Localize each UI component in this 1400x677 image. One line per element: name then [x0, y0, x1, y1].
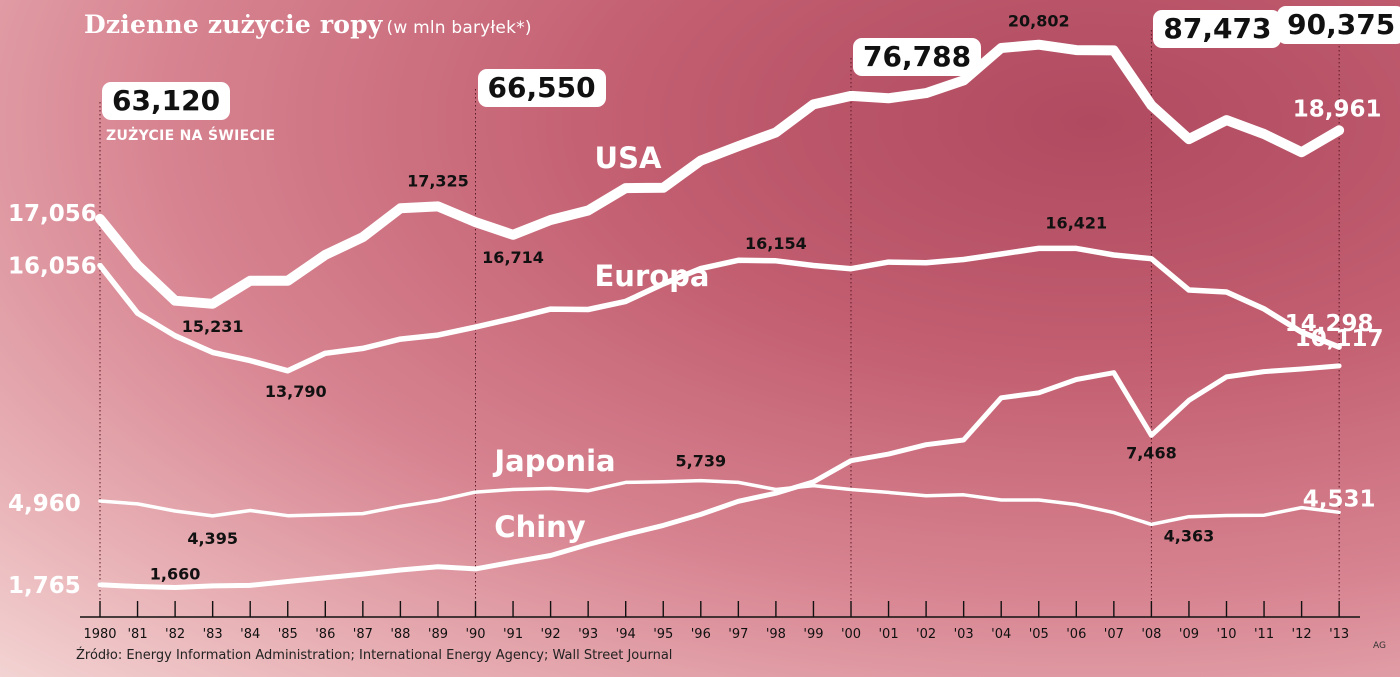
data-label-japonia: 4,363 — [1164, 527, 1215, 546]
data-label-chiny: 10,117 — [1295, 326, 1384, 352]
x-tick-label: '86 — [315, 627, 335, 642]
x-tick-label: '09 — [1179, 627, 1199, 642]
x-tick-label: 1980 — [83, 627, 116, 642]
data-label-europa: 14,298 — [1285, 311, 1374, 337]
x-tick-label: '04 — [991, 627, 1011, 642]
x-tick-label: '92 — [541, 627, 561, 642]
data-label-usa: 17,056 — [8, 201, 97, 227]
data-label-chiny: 1,660 — [150, 565, 201, 584]
data-label-japonia: 4,531 — [1303, 486, 1376, 512]
series-line-europa — [97, 245, 1342, 374]
x-axis: 1980 '81 '82 '83 '84 '85 '86 '87 '88 '89 '90 '91 '92… — [80, 601, 1360, 642]
series-names: USA Europa Japonia Chiny — [492, 141, 709, 544]
data-label-chiny: 1,765 — [8, 573, 81, 599]
x-tick-label: '81 — [127, 627, 147, 642]
series-name-europa: Europa — [594, 259, 709, 293]
chart-title: Dzienne zużycie ropy (w mln baryłek*) — [84, 10, 532, 39]
series-lines — [95, 39, 1345, 590]
world-consumption-box: 66,550 — [477, 69, 606, 107]
x-tick-label: '83 — [203, 627, 223, 642]
data-labels: 17,056 15,231 17,325 16,714 20,802 18,961 16,0… — [8, 12, 1384, 599]
x-tick-label: '88 — [390, 627, 410, 642]
source-note: Źródło: Energy Information Administratio… — [76, 648, 673, 663]
data-label-usa: 20,802 — [1008, 12, 1070, 31]
x-tick-label: '93 — [578, 627, 598, 642]
x-tick-label: '85 — [278, 627, 298, 642]
series-line-usa — [95, 39, 1345, 309]
x-tick-label: '10 — [1216, 627, 1236, 642]
data-label-europa: 13,790 — [265, 382, 327, 401]
world-consumption-box: 87,473 — [1153, 10, 1282, 48]
series-name-japonia: Japonia — [492, 444, 615, 478]
x-tick-label: '11 — [1254, 627, 1274, 642]
x-tick-label: '07 — [1104, 627, 1124, 642]
data-label-usa: 16,714 — [482, 248, 544, 267]
world-consumption-label: ZUŻYCIE NA ŚWIECIE — [106, 128, 276, 144]
data-label-usa: 15,231 — [182, 317, 244, 336]
x-tick-label: '05 — [1029, 627, 1049, 642]
data-label-japonia: 5,739 — [675, 452, 726, 471]
x-tick-label: '99 — [803, 627, 823, 642]
x-tick-label: '13 — [1329, 627, 1349, 642]
data-label-chiny: 7,468 — [1126, 443, 1177, 462]
world-consumption-box: 63,120 — [102, 82, 231, 120]
x-tick-label: '91 — [503, 627, 523, 642]
x-tick-label: '02 — [916, 627, 936, 642]
data-label-europa: 16,421 — [1045, 213, 1107, 232]
world-consumption-box: 76,788 — [853, 38, 982, 76]
x-tick-label: '82 — [165, 627, 185, 642]
world-consumption-box: 90,375 — [1277, 6, 1400, 44]
x-tick-label: '12 — [1292, 627, 1312, 642]
x-tick-label: '98 — [766, 627, 786, 642]
x-tick-label: '94 — [616, 627, 636, 642]
x-tick-label: '89 — [428, 627, 448, 642]
x-tick-label: '03 — [954, 627, 974, 642]
x-tick-label: '08 — [1141, 627, 1161, 642]
x-tick-label: '06 — [1066, 627, 1086, 642]
series-line-chiny — [97, 363, 1342, 590]
x-tick-label: '97 — [728, 627, 748, 642]
author-credit: AG — [1373, 641, 1386, 651]
x-tick-label: '90 — [465, 627, 485, 642]
x-tick-label: '87 — [353, 627, 373, 642]
x-tick-label: '95 — [653, 627, 673, 642]
series-name-chiny: Chiny — [494, 510, 586, 544]
data-label-japonia: 4,395 — [187, 529, 238, 548]
x-tick-label: '00 — [841, 627, 861, 642]
x-tick-label: '01 — [878, 627, 898, 642]
world-year-markers — [99, 26, 1340, 617]
data-label-europa: 16,056 — [8, 253, 97, 279]
data-label-usa: 18,961 — [1293, 96, 1382, 122]
chart-subtitle: (w mln baryłek*) — [386, 18, 532, 38]
x-tick-label: '96 — [691, 627, 711, 642]
data-label-japonia: 4,960 — [8, 491, 81, 517]
x-tick-label: '84 — [240, 627, 260, 642]
data-label-usa: 17,325 — [407, 171, 469, 190]
series-name-usa: USA — [595, 141, 662, 175]
data-label-europa: 16,154 — [745, 234, 807, 253]
series-line-japonia — [98, 478, 1341, 527]
